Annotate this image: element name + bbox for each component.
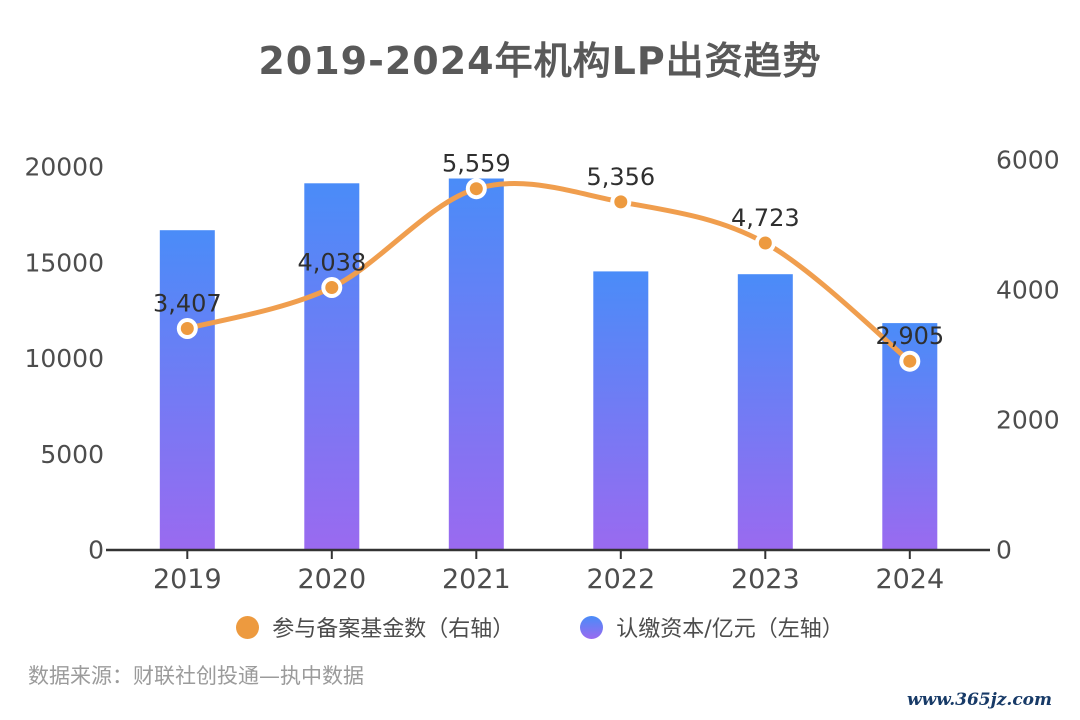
line-point-2021	[469, 182, 483, 196]
data-label-2021: 5,559	[442, 150, 511, 178]
x-axis-label-2023: 2023	[731, 564, 800, 595]
line-point-2023	[758, 236, 772, 250]
legend-label-funds-line: 参与备案基金数（右轴）	[272, 617, 515, 642]
x-axis-label-2019: 2019	[153, 564, 222, 595]
bar-2021	[448, 178, 504, 550]
data-label-2019: 3,407	[153, 290, 222, 318]
watermark-text: www.365jz.com	[907, 690, 1052, 710]
line-point-2022	[614, 195, 628, 209]
x-axis-label-2021: 2021	[442, 564, 511, 595]
x-axis-label-2020: 2020	[297, 564, 366, 595]
line-point-2019	[180, 322, 194, 335]
bar-2019	[159, 230, 215, 550]
data-label-2020: 4,038	[297, 249, 366, 277]
left-axis-label: 15000	[24, 248, 104, 277]
line-series-path	[184, 181, 913, 364]
left-axis-label: 5000	[40, 440, 104, 469]
legend-label-capital-bar: 认缴资本/亿元（左轴）	[616, 617, 844, 642]
right-axis-label: 0	[996, 536, 1012, 565]
chart-legend: 参与备案基金数（右轴） 认缴资本/亿元（左轴）	[0, 611, 1080, 643]
left-axis-label: 20000	[24, 153, 104, 182]
left-axis-label: 0	[88, 536, 104, 565]
left-axis-label: 10000	[24, 344, 104, 373]
line-point-2020	[325, 281, 339, 294]
right-axis-label: 2000	[996, 406, 1060, 435]
bar-2023	[737, 274, 793, 550]
x-axis-label-2022: 2022	[586, 564, 655, 595]
data-label-2023: 4,723	[731, 204, 800, 232]
bar-2020	[304, 183, 360, 551]
chart-title: 2019-2024年机构LP出资趋势	[258, 39, 822, 83]
legend-marker-line-icon	[236, 615, 260, 639]
x-axis-label-2024: 2024	[875, 564, 944, 595]
right-axis-label: 4000	[996, 276, 1060, 305]
line-point-2024	[903, 354, 917, 368]
right-axis-label: 6000	[996, 146, 1060, 175]
bar-2022	[593, 271, 649, 550]
data-source-note: 数据来源：财联社创投通—执中数据	[28, 664, 364, 688]
legend-item-funds-line[interactable]: 参与备案基金数（右轴）	[236, 611, 514, 643]
legend-marker-bar-icon	[580, 615, 604, 639]
data-label-2022: 5,356	[586, 163, 655, 191]
legend-item-capital-bar[interactable]: 认缴资本/亿元（左轴）	[580, 611, 844, 643]
data-label-2024: 2,905	[875, 322, 944, 350]
